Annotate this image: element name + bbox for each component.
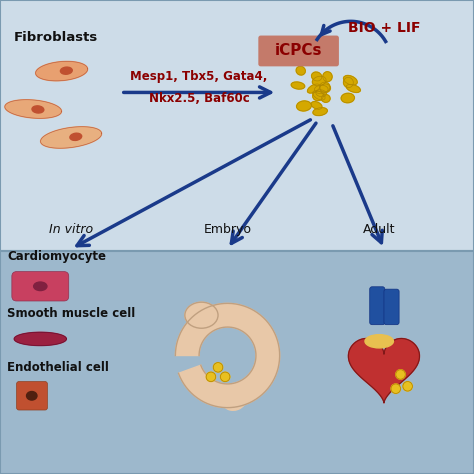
Circle shape bbox=[391, 384, 401, 393]
Ellipse shape bbox=[34, 282, 47, 291]
FancyBboxPatch shape bbox=[258, 36, 339, 66]
Circle shape bbox=[396, 370, 405, 379]
Text: Smooth muscle cell: Smooth muscle cell bbox=[7, 307, 136, 320]
Ellipse shape bbox=[313, 91, 325, 100]
Ellipse shape bbox=[365, 335, 393, 348]
Polygon shape bbox=[348, 338, 419, 403]
Ellipse shape bbox=[346, 84, 360, 92]
Polygon shape bbox=[5, 100, 62, 118]
FancyBboxPatch shape bbox=[0, 251, 474, 474]
Text: Adult: Adult bbox=[363, 223, 395, 236]
Ellipse shape bbox=[344, 75, 357, 85]
Circle shape bbox=[403, 382, 412, 391]
Text: Nkx2.5, Baf60c: Nkx2.5, Baf60c bbox=[149, 92, 249, 105]
Text: In vitro: In vitro bbox=[49, 223, 93, 236]
Text: Fibroblasts: Fibroblasts bbox=[14, 31, 99, 44]
Ellipse shape bbox=[316, 90, 327, 97]
Polygon shape bbox=[41, 127, 101, 148]
Ellipse shape bbox=[223, 391, 246, 410]
Ellipse shape bbox=[60, 67, 72, 74]
Text: BIO + LIF: BIO + LIF bbox=[348, 21, 420, 36]
Text: Embryo: Embryo bbox=[203, 223, 252, 236]
FancyBboxPatch shape bbox=[17, 382, 47, 410]
FancyBboxPatch shape bbox=[370, 287, 385, 325]
Ellipse shape bbox=[296, 66, 305, 75]
Polygon shape bbox=[36, 62, 88, 81]
Ellipse shape bbox=[321, 94, 330, 102]
Ellipse shape bbox=[297, 101, 311, 111]
Ellipse shape bbox=[291, 82, 305, 89]
Ellipse shape bbox=[344, 77, 353, 88]
Ellipse shape bbox=[311, 72, 322, 81]
Text: Cardiomyocyte: Cardiomyocyte bbox=[7, 250, 106, 263]
Polygon shape bbox=[14, 332, 66, 346]
Ellipse shape bbox=[313, 108, 328, 116]
Ellipse shape bbox=[27, 392, 37, 400]
Ellipse shape bbox=[341, 93, 355, 103]
Circle shape bbox=[206, 372, 216, 382]
Ellipse shape bbox=[311, 101, 322, 109]
Text: Endothelial cell: Endothelial cell bbox=[7, 362, 109, 374]
Ellipse shape bbox=[32, 106, 44, 113]
Ellipse shape bbox=[313, 91, 323, 100]
Ellipse shape bbox=[323, 72, 332, 82]
Polygon shape bbox=[175, 303, 280, 408]
Ellipse shape bbox=[308, 84, 320, 93]
Ellipse shape bbox=[319, 82, 330, 92]
Text: iCPCs: iCPCs bbox=[275, 43, 322, 58]
Ellipse shape bbox=[314, 85, 328, 94]
FancyBboxPatch shape bbox=[384, 289, 399, 325]
Ellipse shape bbox=[70, 133, 82, 140]
Circle shape bbox=[213, 363, 223, 372]
FancyBboxPatch shape bbox=[12, 272, 69, 301]
Circle shape bbox=[220, 372, 230, 382]
Ellipse shape bbox=[320, 84, 330, 92]
FancyBboxPatch shape bbox=[0, 0, 474, 251]
Ellipse shape bbox=[312, 76, 326, 86]
Text: Mesp1, Tbx5, Gata4,: Mesp1, Tbx5, Gata4, bbox=[130, 70, 268, 83]
Ellipse shape bbox=[185, 302, 218, 328]
